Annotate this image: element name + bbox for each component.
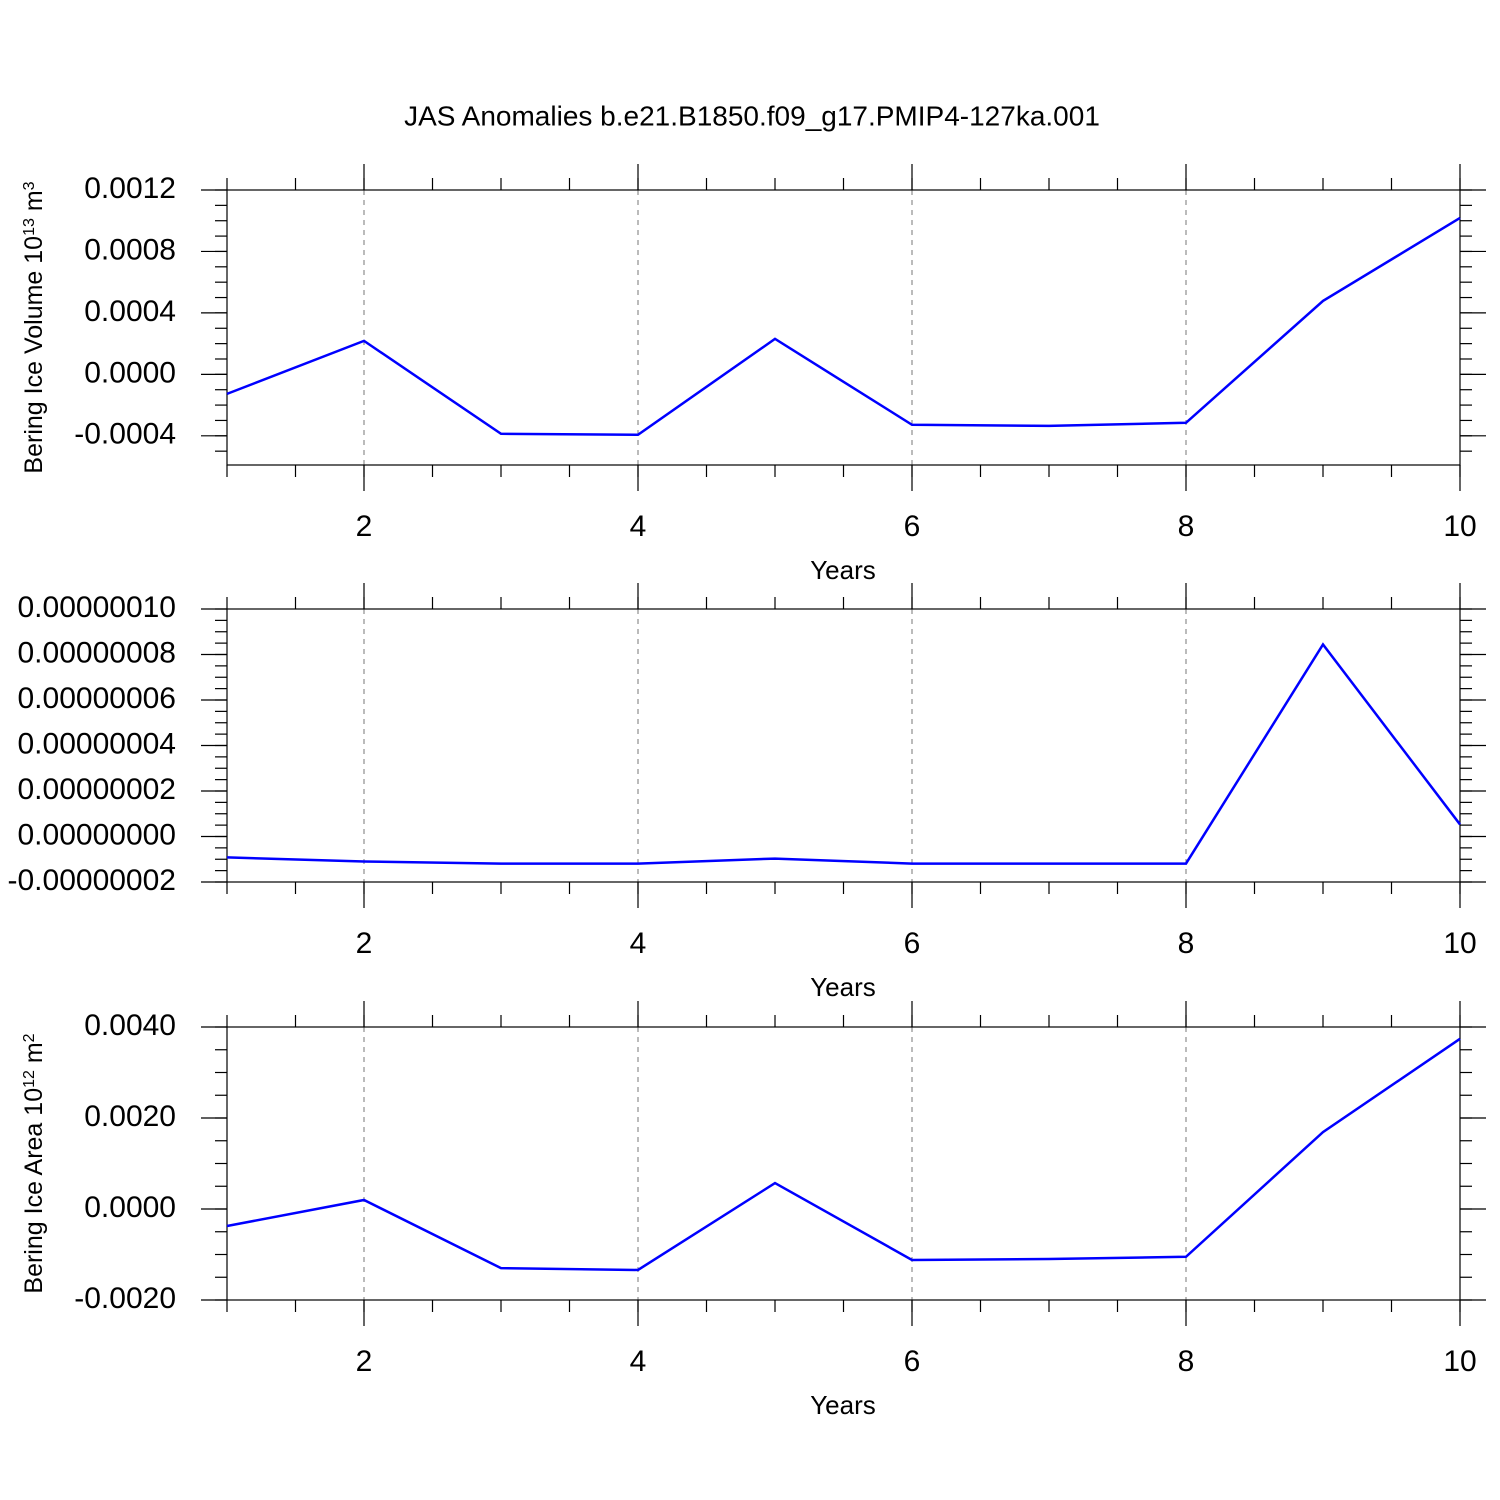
x-axis-label: Years xyxy=(810,555,876,585)
superscript: 12 xyxy=(21,1070,38,1088)
label-part: m xyxy=(20,190,48,218)
chart-title: JAS Anomalies b.e21.B1850.f09_g17.PMIP4-… xyxy=(404,100,1100,131)
y-tick-label: 0.0008 xyxy=(84,233,176,266)
x-tick-label: 4 xyxy=(630,1345,647,1378)
y-tick-label: 0.00000004 xyxy=(18,727,177,760)
x-tick-label: 4 xyxy=(630,927,647,960)
label-part: Bering Ice Volume 10 xyxy=(20,236,48,474)
y-tick-label: -0.0020 xyxy=(74,1282,176,1315)
y-tick-label: 0.00000008 xyxy=(18,636,177,669)
y-tick-label: -0.0004 xyxy=(74,418,176,451)
label-part: Bering Ice Area 10 xyxy=(20,1088,48,1294)
plot-frame xyxy=(226,189,1461,466)
x-axis-label: Years xyxy=(810,972,876,1002)
x-tick-label: 6 xyxy=(904,927,921,960)
x-tick-label: 8 xyxy=(1178,510,1195,543)
x-tick-label: 10 xyxy=(1443,1345,1476,1378)
x-tick-label: 4 xyxy=(630,510,647,543)
x-tick-label: 10 xyxy=(1443,510,1476,543)
y-tick-label: 0.00000002 xyxy=(18,773,177,806)
data-line xyxy=(226,642,1461,865)
y-tick-label: -0.00000002 xyxy=(8,864,177,897)
y-axis-label: Bering Ice Area 1012 m2 xyxy=(20,1033,48,1293)
x-tick-label: 6 xyxy=(904,510,921,543)
x-tick-label: 6 xyxy=(904,1345,921,1378)
x-tick-label: 8 xyxy=(1178,927,1195,960)
plot-frame xyxy=(226,1026,1461,1301)
x-tick-label: 8 xyxy=(1178,1345,1195,1378)
label-part: m xyxy=(20,1042,48,1070)
y-tick-label: 0.00000010 xyxy=(18,591,177,624)
y-tick-label: 0.00000000 xyxy=(18,818,177,851)
plot-frame xyxy=(226,608,1461,883)
y-tick-label: 0.0000 xyxy=(84,356,176,389)
x-tick-label: 2 xyxy=(356,1345,373,1378)
x-tick-label: 2 xyxy=(356,510,373,543)
y-tick-label: 0.0000 xyxy=(84,1191,176,1224)
superscript: 2 xyxy=(21,1033,38,1042)
y-tick-label: 0.00000006 xyxy=(18,682,177,715)
y-tick-label: 0.0012 xyxy=(84,172,176,205)
superscript: 13 xyxy=(21,218,38,236)
y-tick-label: 0.0040 xyxy=(84,1009,176,1042)
y-tick-label: 0.0004 xyxy=(84,295,176,328)
x-tick-label: 10 xyxy=(1443,927,1476,960)
y-axis-label: Bering Ice Volume 1013 m3 xyxy=(20,181,48,473)
x-axis-label: Years xyxy=(810,1390,876,1420)
x-tick-label: 2 xyxy=(356,927,373,960)
superscript: 3 xyxy=(21,181,38,190)
y-tick-label: 0.0020 xyxy=(84,1100,176,1133)
data-line xyxy=(226,216,1461,436)
data-line xyxy=(226,1037,1461,1272)
